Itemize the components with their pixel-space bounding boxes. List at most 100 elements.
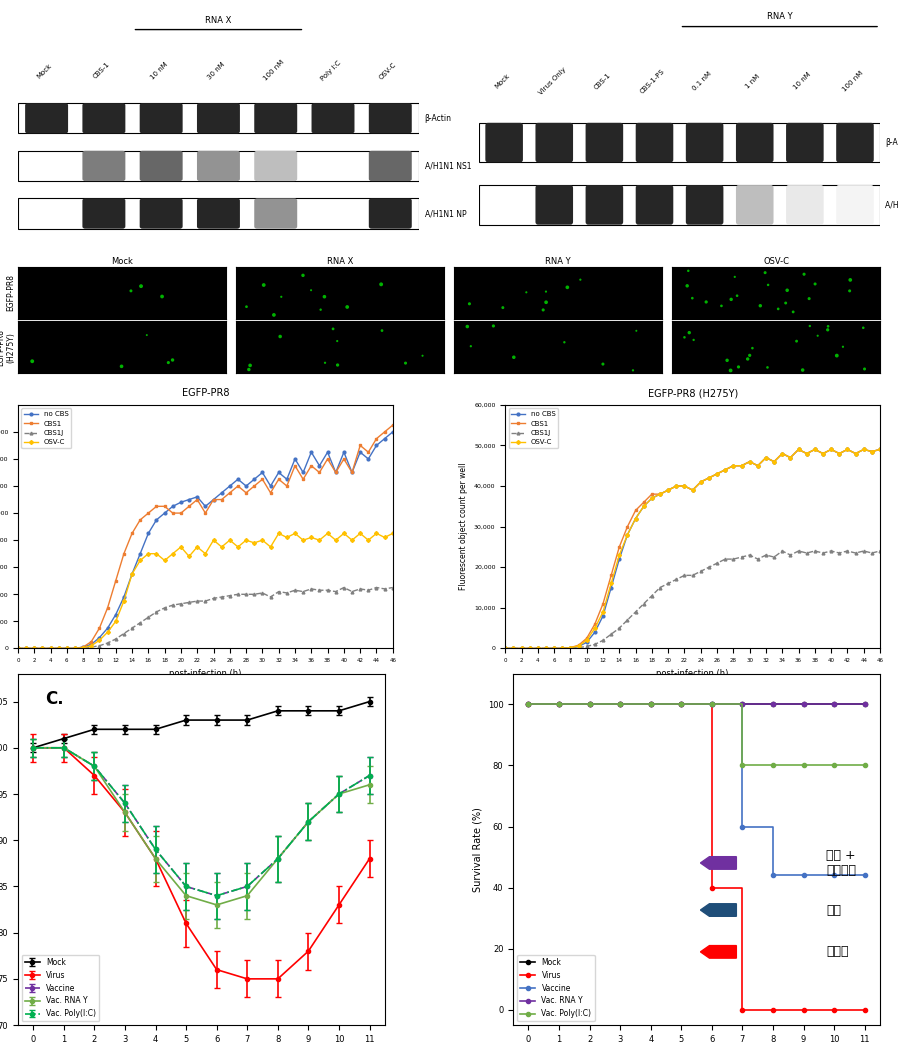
CBS1 [589,618,600,631]
Y-axis label: Fluorescent object count per well: Fluorescent object count per well [460,463,469,590]
Mock [585,698,595,710]
CBS1J [224,589,235,601]
Mock [646,698,656,710]
OSV-C [736,459,747,472]
Legend: Mock, Virus, Vaccine, Vac. RNA Y, Vac. Poly(I:C): Mock, Virus, Vaccine, Vac. RNA Y, Vac. P… [22,955,100,1021]
OSV-C [712,468,723,480]
Point [161,355,175,371]
OSV-C [273,527,284,540]
Point [743,347,757,364]
no CBS [347,467,357,479]
no CBS [687,484,698,497]
Title: Mock: Mock [110,257,133,267]
no CBS [330,467,341,479]
Point [811,327,825,344]
OSV-C [524,642,535,655]
CBS1 [663,484,674,497]
Virus [829,1003,840,1016]
CBS1J [363,584,374,596]
CBS1J [281,587,292,599]
Point [682,324,697,341]
CBS1 [793,444,804,456]
Point [486,318,500,335]
CBS1J [524,642,535,655]
Point [399,355,413,371]
FancyBboxPatch shape [786,122,823,162]
CBS1 [61,642,72,655]
OSV-C [565,641,576,654]
CBS1 [801,448,812,460]
FancyBboxPatch shape [736,185,773,225]
no CBS [159,507,170,520]
Point [797,266,811,282]
CBS1 [159,500,170,513]
CBS1J [785,549,796,562]
Virus [615,698,626,710]
OSV-C [679,480,690,493]
CBS1J [379,583,390,595]
OSV-C [573,640,584,653]
OSV-C [541,642,551,655]
Vac. RNA Y [737,698,748,710]
OSV-C [53,642,64,655]
Vaccine [524,698,534,710]
Text: β-Actin: β-Actin [885,138,898,147]
CBS1 [638,496,649,508]
Point [318,355,332,371]
no CBS [622,528,633,541]
Point [462,295,477,312]
Point [724,362,738,379]
CBS1 [533,642,543,655]
no CBS [273,467,284,479]
FancyBboxPatch shape [786,185,823,225]
OSV-C [777,448,788,460]
Vaccine [615,698,626,710]
OSV-C [614,549,625,562]
CBS1J [809,545,820,558]
CBS1 [371,432,382,445]
CBS1J [826,545,837,558]
CBS1 [647,487,657,500]
Vaccine [859,869,870,882]
no CBS [703,472,714,484]
OSV-C [801,448,812,460]
CBS1J [192,595,203,608]
FancyBboxPatch shape [736,122,773,162]
OSV-C [37,642,48,655]
Point [114,358,128,374]
FancyBboxPatch shape [197,151,240,181]
CBS1 [834,448,845,460]
CBS1J [233,588,243,600]
Line: Vac. Poly(I:C): Vac. Poly(I:C) [526,702,867,768]
FancyBboxPatch shape [585,185,623,225]
OSV-C [834,448,845,460]
Vac. Poly(I:C) [768,759,779,772]
Point [374,276,388,293]
FancyBboxPatch shape [18,151,419,181]
X-axis label: post-infection (h): post-infection (h) [656,668,729,678]
X-axis label: post-infection (h): post-infection (h) [169,668,242,678]
no CBS [867,446,877,458]
CBS1 [858,444,869,456]
Text: CBS-1: CBS-1 [593,71,612,91]
Vac. RNA Y [768,698,779,710]
Y-axis label: EGFP-PR8: EGFP-PR8 [6,274,15,312]
Point [724,291,738,308]
FancyBboxPatch shape [636,185,674,225]
CBS1J [175,597,186,610]
OSV-C [508,642,519,655]
Point [720,351,735,368]
Line: Virus: Virus [526,702,867,1011]
no CBS [834,448,845,460]
CBS1 [850,448,861,460]
OSV-C [606,577,617,590]
no CBS [339,446,349,458]
Point [257,276,271,293]
Point [685,290,700,306]
CBS1J [322,584,333,596]
FancyBboxPatch shape [140,151,182,181]
no CBS [581,636,592,649]
no CBS [61,642,72,655]
Point [858,361,872,378]
OSV-C [61,642,72,655]
